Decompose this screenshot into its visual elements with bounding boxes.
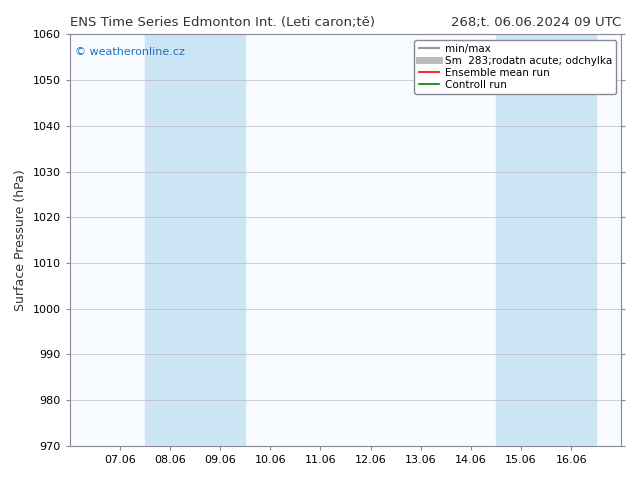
Legend: min/max, Sm  283;rodatn acute; odchylka, Ensemble mean run, Controll run: min/max, Sm 283;rodatn acute; odchylka, … xyxy=(415,40,616,94)
Text: © weatheronline.cz: © weatheronline.cz xyxy=(75,47,185,57)
Bar xyxy=(496,34,596,446)
Bar xyxy=(145,34,245,446)
Text: 268;t. 06.06.2024 09 UTC: 268;t. 06.06.2024 09 UTC xyxy=(451,16,621,29)
Y-axis label: Surface Pressure (hPa): Surface Pressure (hPa) xyxy=(14,169,27,311)
Text: ENS Time Series Edmonton Int. (Leti caron;tě): ENS Time Series Edmonton Int. (Leti caro… xyxy=(70,16,375,29)
